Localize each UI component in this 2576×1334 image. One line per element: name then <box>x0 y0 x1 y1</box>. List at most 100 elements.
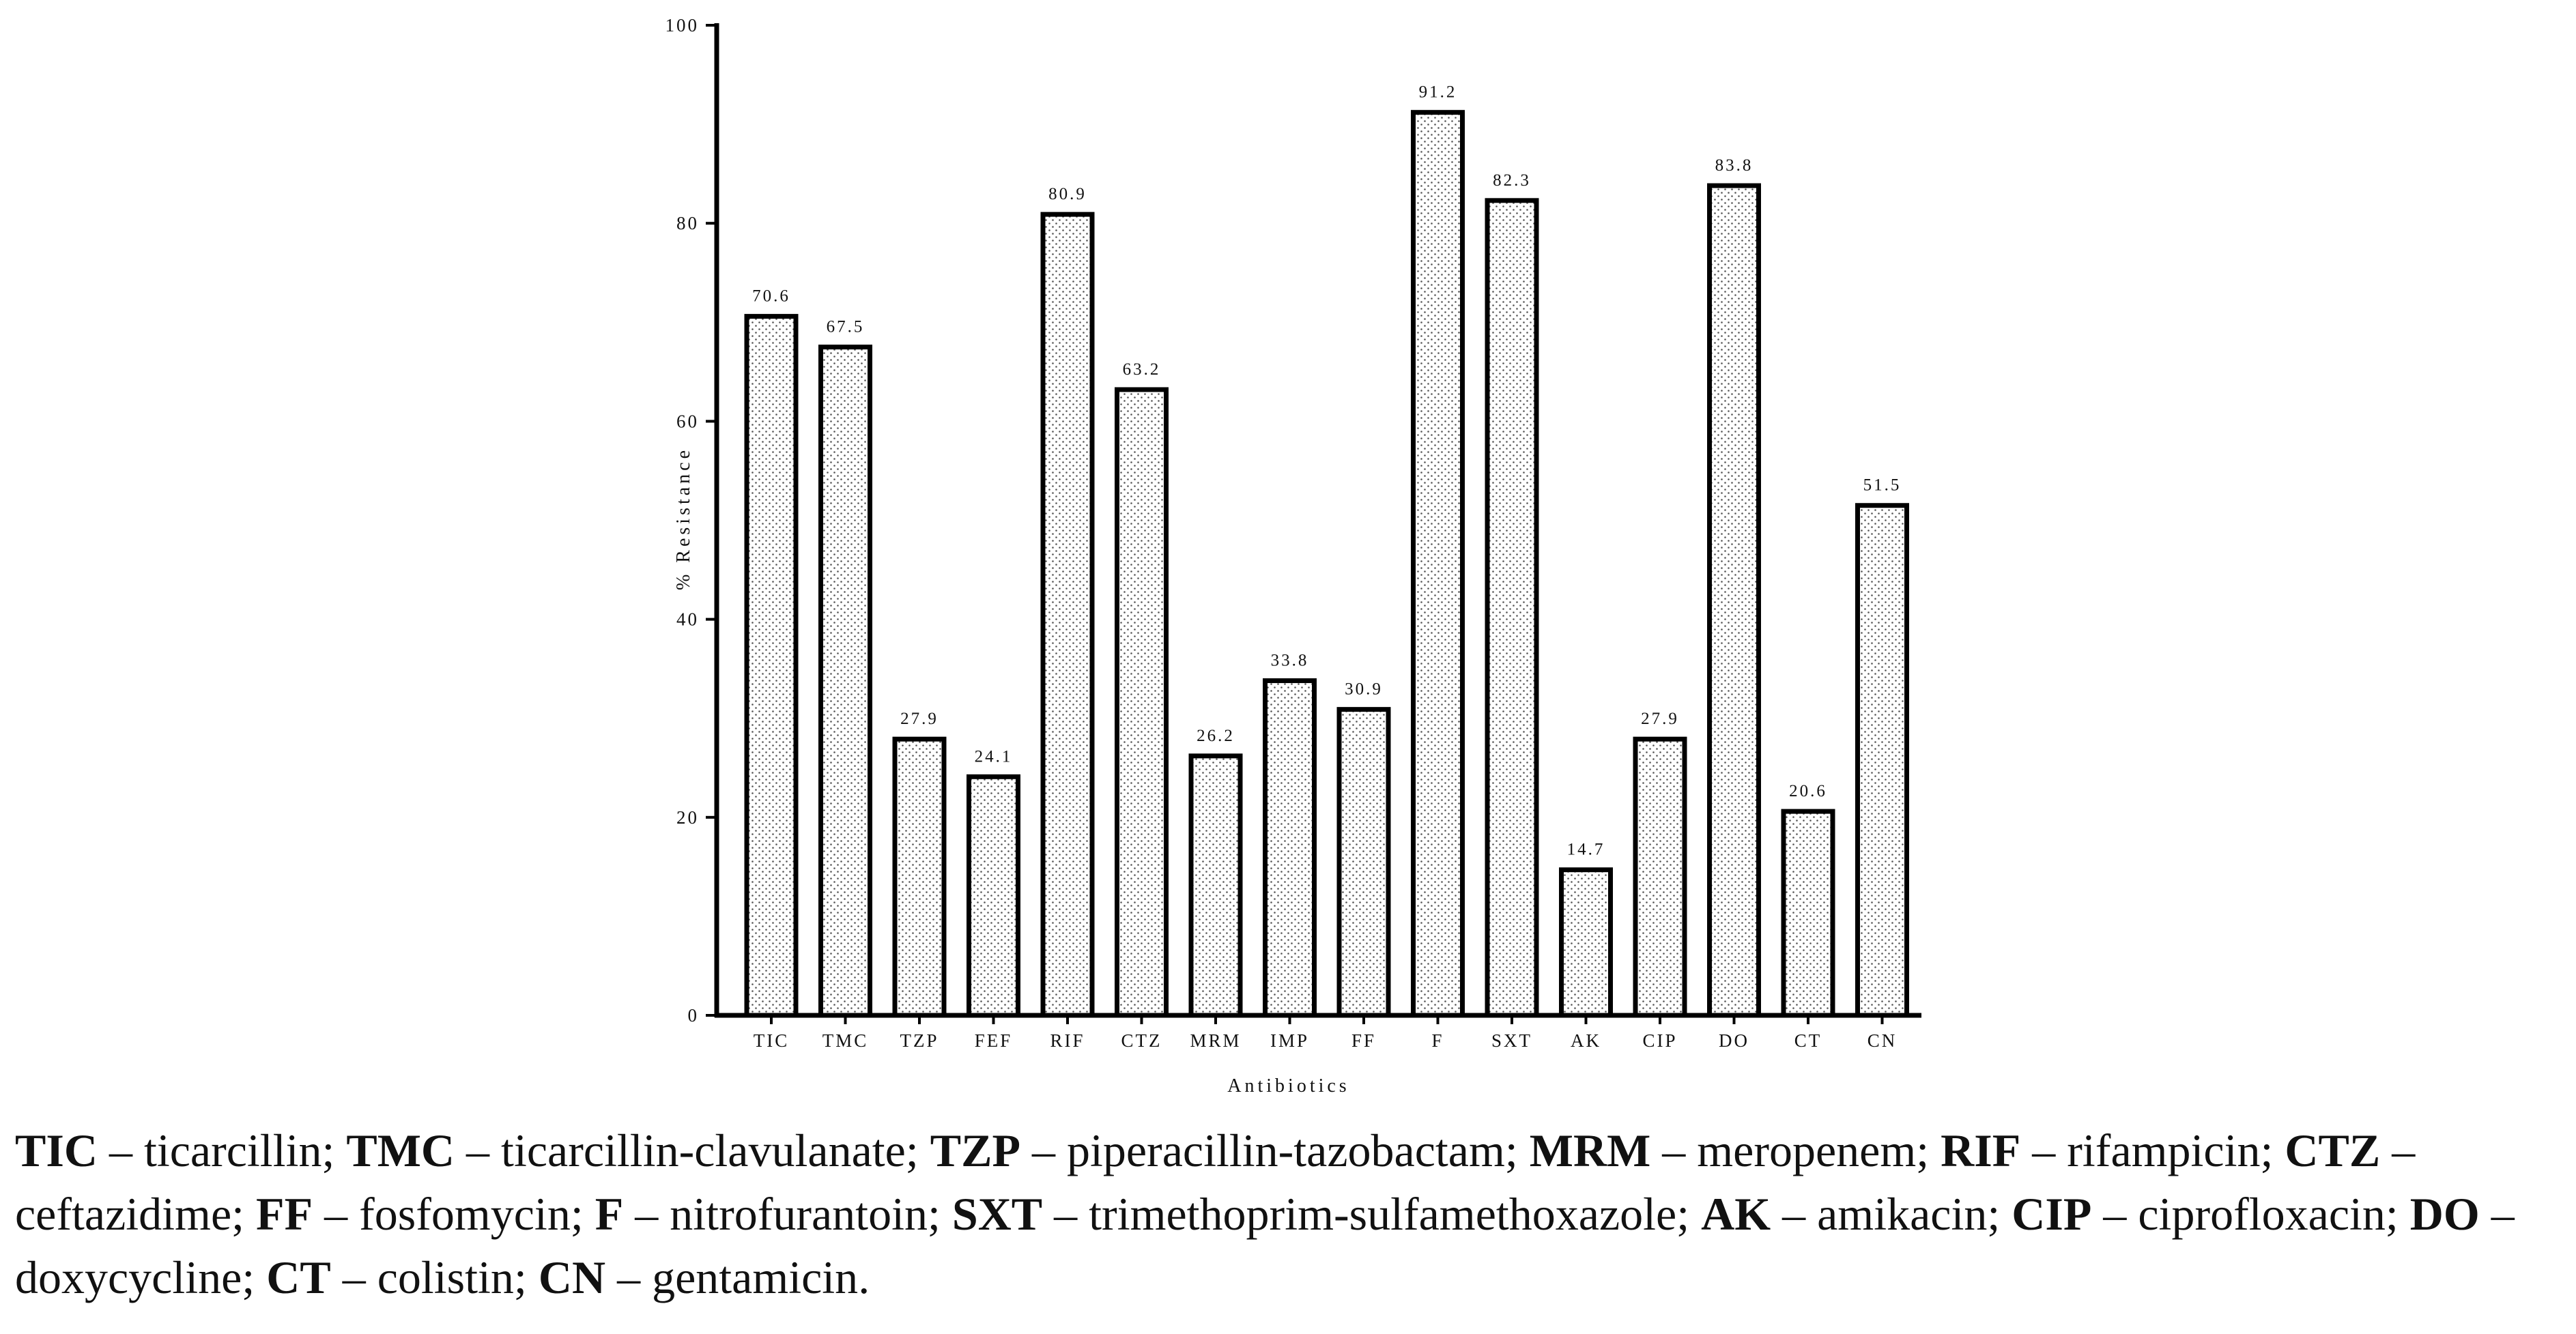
x-tick-label-cip: CIP <box>1642 1030 1677 1051</box>
legend-name: trimethoprim-sulfamethoxazole <box>1089 1188 1677 1240</box>
legend-abbr: SXT <box>951 1188 1043 1240</box>
legend-entry-tic: TIC – ticarcillin; <box>15 1125 347 1176</box>
legend-entry-tzp: TZP – piperacillin-tazobactam; <box>930 1125 1530 1176</box>
legend-abbr: DO <box>2409 1188 2480 1240</box>
bar-sxt <box>1485 198 1539 1018</box>
legend-abbr: CT <box>266 1251 331 1303</box>
value-label-rif: 80.9 <box>1048 185 1087 203</box>
value-label-ctz: 63.2 <box>1123 360 1161 379</box>
legend-entry-tmc: TMC – ticarcillin-clavulanate; <box>346 1125 930 1176</box>
legend-abbr: RIF <box>1941 1125 2021 1176</box>
x-tick-label-imp: IMP <box>1270 1030 1309 1051</box>
value-label-do: 83.8 <box>1715 156 1754 175</box>
legend-name: rifampicin <box>2067 1125 2261 1176</box>
legend-entry-ct: CT – colistin; <box>266 1251 539 1303</box>
bar-ak <box>1559 867 1613 1018</box>
legend-name: amikacin <box>1817 1188 1988 1240</box>
y-tick-label-40: 40 <box>676 609 699 630</box>
value-label-sxt: 82.3 <box>1493 171 1531 190</box>
legend-abbr: MRM <box>1529 1125 1651 1176</box>
value-label-fef: 24.1 <box>975 747 1013 766</box>
x-tick-label-mrm: MRM <box>1190 1030 1241 1051</box>
x-tick-label-f: F <box>1431 1030 1444 1051</box>
value-label-tmc: 67.5 <box>827 318 865 336</box>
bar-tic <box>744 314 799 1018</box>
axes-group <box>706 23 1921 1024</box>
legend-entry-mrm: MRM – meropenem; <box>1529 1125 1941 1176</box>
legend-name: fosfomycin <box>359 1188 571 1240</box>
y-tick-label-60: 60 <box>676 411 699 431</box>
bar-f <box>1411 110 1465 1018</box>
value-label-cip: 27.9 <box>1641 710 1679 728</box>
legend-name: colistin <box>377 1251 514 1303</box>
legend-name: doxycycline <box>15 1251 242 1303</box>
legend-name: ticarcillin <box>143 1125 322 1176</box>
legend-entry-ff: FF – fosfomycin; <box>256 1188 595 1240</box>
x-axis-title: Antibiotics <box>1227 1075 1349 1097</box>
legend-entry-cip: CIP – ciprofloxacin; <box>2012 1188 2410 1240</box>
legend-name: meropenem <box>1697 1125 1917 1176</box>
legend-abbr: CIP <box>2012 1188 2092 1240</box>
x-tick-label-sxt: SXT <box>1491 1030 1532 1051</box>
labels-group: 70.6 TIC 67.5 TMC 27.9 TZP 24.1 FEF 80.9 RIF 63.2 C… <box>666 15 1902 1097</box>
value-label-ak: 14.7 <box>1567 841 1605 859</box>
x-tick-label-ff: FF <box>1351 1030 1376 1051</box>
legend-entry-cn: CN – gentamicin. <box>538 1251 870 1303</box>
bar-ct <box>1781 809 1835 1018</box>
value-label-tzp: 27.9 <box>900 710 939 728</box>
bar-chart: 70.6 TIC 67.5 TMC 27.9 TZP 24.1 FEF 80.9 RIF 63.2 C… <box>666 15 1921 1097</box>
legend-name: ticarcillin-clavulanate <box>501 1125 906 1176</box>
legend-entry-rif: RIF – rifampicin; <box>1941 1125 2285 1176</box>
legend-entry-ak: AK – amikacin; <box>1701 1188 2012 1240</box>
x-tick-label-ctz: CTZ <box>1121 1030 1162 1051</box>
legend-name: gentamicin <box>652 1251 859 1303</box>
bar-tzp <box>892 736 947 1018</box>
y-tick-label-80: 80 <box>676 213 699 233</box>
x-tick-label-cn: CN <box>1867 1030 1898 1051</box>
legend-abbr: TZP <box>930 1125 1020 1176</box>
legend-abbr: AK <box>1701 1188 1771 1240</box>
x-tick-label-tic: TIC <box>754 1030 790 1051</box>
bar-imp <box>1263 678 1317 1018</box>
legend-abbr: FF <box>256 1188 313 1240</box>
x-tick-label-tmc: TMC <box>822 1030 869 1051</box>
value-label-mrm: 26.2 <box>1197 727 1235 745</box>
x-tick-label-ct: CT <box>1794 1030 1822 1051</box>
bar-mrm <box>1188 753 1243 1018</box>
legend-entry-f: F – nitrofurantoin; <box>595 1188 952 1240</box>
legend-abbr: CN <box>538 1251 606 1303</box>
legend-name: nitrofurantoin <box>670 1188 928 1240</box>
legend-abbr: F <box>595 1188 624 1240</box>
y-tick-label-20: 20 <box>676 807 699 828</box>
bar-tmc <box>818 345 872 1018</box>
value-label-ff: 30.9 <box>1345 680 1383 699</box>
bar-ff <box>1336 707 1391 1018</box>
legend-abbr: TMC <box>346 1125 455 1176</box>
legend-name: ciprofloxacin <box>2138 1188 2386 1240</box>
bar-fef <box>967 774 1020 1018</box>
value-label-cn: 51.5 <box>1863 476 1902 495</box>
y-tick-label-100: 100 <box>666 15 700 35</box>
legend-abbr: TIC <box>15 1125 98 1176</box>
x-tick-label-tzp: TZP <box>900 1030 939 1051</box>
legend-entry-do: DO – doxycycline; <box>15 1188 2515 1303</box>
bar-do <box>1707 183 1761 1018</box>
y-axis-title: % Resistance <box>673 447 694 590</box>
x-tick-label-do: DO <box>1719 1030 1749 1051</box>
y-tick-label-0: 0 <box>688 1005 700 1026</box>
legend-name: ceftazidime <box>15 1188 232 1240</box>
chart-area: 70.6 TIC 67.5 TMC 27.9 TZP 24.1 FEF 80.9 RIF 63.2 C… <box>666 15 1921 1097</box>
x-tick-label-rif: RIF <box>1050 1030 1085 1051</box>
legend-entry-ctz: CTZ – ceftazidime; <box>15 1125 2416 1240</box>
value-label-tic: 70.6 <box>752 287 790 306</box>
bar-cn <box>1855 503 1909 1018</box>
x-tick-label-ak: AK <box>1571 1030 1601 1051</box>
bar-ctz <box>1115 387 1169 1018</box>
bar-rif <box>1040 212 1095 1018</box>
legend-abbr: CTZ <box>2285 1125 2381 1176</box>
abbreviation-legend: TIC – ticarcillin; TMC – ticarcillin-cla… <box>15 1119 2561 1309</box>
bars-group <box>744 110 1909 1018</box>
value-label-ct: 20.6 <box>1789 782 1827 800</box>
value-label-f: 91.2 <box>1419 83 1457 102</box>
legend-name: piperacillin-tazobactam <box>1066 1125 1505 1176</box>
